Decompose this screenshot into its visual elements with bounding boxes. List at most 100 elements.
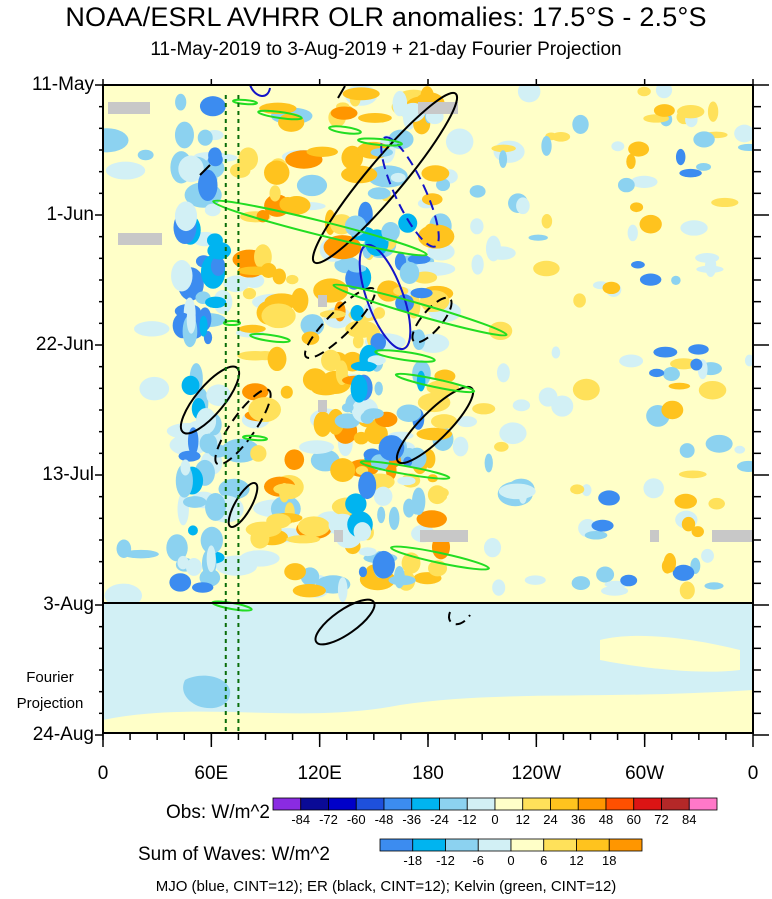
missing-data-block (650, 530, 659, 542)
anomaly-patch (591, 519, 614, 532)
x-tick-label: 60W (625, 763, 665, 784)
missing-data-block (118, 233, 162, 245)
anomaly-patch (484, 453, 493, 473)
anomaly-patch (677, 105, 705, 119)
anomaly-patch (630, 175, 658, 188)
missing-data-block (420, 530, 468, 542)
kelvin-contour (357, 137, 403, 147)
missing-data-block (108, 102, 150, 114)
anomaly-patch (245, 521, 282, 538)
anomaly-patch (261, 303, 296, 329)
anomaly-patch (242, 383, 269, 401)
anomaly-patch (279, 482, 290, 503)
anomaly-patch (238, 324, 266, 333)
projection-blue-patch (183, 675, 231, 709)
anomaly-patch (358, 471, 377, 500)
projection-yellow-band (103, 690, 753, 733)
er-contour-negative (411, 296, 453, 344)
anomaly-patch (572, 114, 589, 134)
anomaly-patch (171, 260, 193, 292)
anomaly-patch (396, 404, 422, 422)
er-contour-negative (448, 611, 471, 626)
anomaly-patch (248, 397, 282, 423)
anomaly-patch (206, 545, 216, 573)
anomaly-patch (403, 498, 415, 518)
anomaly-patch (174, 201, 198, 232)
er-contour-negative (214, 388, 272, 466)
anomaly-patch (196, 407, 217, 434)
anomaly-patch (175, 93, 187, 111)
anomaly-patch (488, 246, 516, 260)
legend-swatch (633, 797, 662, 811)
anomaly-patch (570, 484, 585, 495)
anomaly-patch (166, 534, 188, 562)
anomaly-patch (572, 378, 600, 401)
anomaly-patch (267, 346, 287, 372)
er-contour (314, 598, 376, 646)
anomaly-patch (364, 423, 388, 445)
anomaly-patch (393, 286, 409, 296)
anomaly-patch (373, 486, 393, 506)
anomaly-patch (374, 381, 383, 396)
anomaly-patch (456, 416, 478, 428)
er-contour (311, 91, 459, 265)
anomaly-patch (701, 548, 714, 563)
legend-swatch (605, 797, 635, 811)
anomaly-patch (370, 333, 387, 352)
anomaly-patch (499, 422, 527, 445)
anomaly-patch (352, 334, 364, 349)
anomaly-patch (348, 264, 367, 273)
legend-tick-label: 48 (598, 812, 614, 827)
anomaly-patch (628, 141, 650, 157)
anomaly-patch (639, 214, 662, 234)
anomaly-patch (693, 131, 715, 148)
anomaly-patch (388, 575, 416, 586)
anomaly-patch (691, 526, 704, 538)
anomaly-patch (306, 146, 338, 157)
anomaly-patch (407, 254, 431, 265)
legend-swatch (466, 797, 496, 811)
anomaly-patch (429, 487, 449, 499)
legend-tick-label: -12 (436, 853, 455, 868)
legend-tick-label: -36 (402, 812, 422, 827)
anomaly-patch (321, 349, 341, 372)
anomaly-patch (367, 187, 391, 200)
anomaly-patch (498, 483, 536, 500)
anomaly-patch (551, 346, 561, 359)
anomaly-patch (617, 177, 635, 193)
anomaly-patch (679, 168, 702, 178)
legend-tick-label: -18 (403, 853, 423, 868)
anomaly-patch (671, 275, 681, 285)
anomaly-patch (250, 445, 267, 462)
obs-legend-title: Obs: W/m^2 (166, 802, 270, 823)
anomaly-patch (551, 395, 574, 417)
anomaly-patch (470, 218, 484, 235)
anomaly-patch (518, 486, 527, 504)
legend-swatch (522, 797, 551, 811)
anomaly-patch (643, 478, 664, 499)
legend-tick-label: -60 (346, 812, 366, 827)
anomaly-patch (662, 367, 680, 382)
anomaly-patch (496, 363, 510, 383)
legend-swatch (412, 838, 446, 852)
anomaly-patch (698, 380, 727, 400)
anomaly-patch (416, 510, 447, 528)
anomaly-patch (192, 582, 214, 593)
anomaly-patch (337, 577, 348, 603)
anomaly-patch (416, 370, 426, 392)
anomaly-patch (260, 263, 277, 278)
anomaly-patch (674, 493, 697, 509)
legend-tick-label: -48 (374, 812, 394, 827)
legend-swatch (272, 797, 302, 811)
anomaly-patch (655, 85, 673, 99)
anomaly-patch (344, 215, 367, 237)
kelvin-contour (242, 434, 268, 442)
anomaly-patch (653, 346, 678, 358)
anomaly-patch (350, 361, 377, 372)
anomaly-patch (342, 87, 380, 101)
missing-data-block (334, 530, 343, 542)
anomaly-patch (350, 374, 368, 403)
kelvin-contour (332, 283, 508, 337)
anomaly-patch (377, 506, 386, 524)
legend-tick-label: 60 (626, 812, 641, 827)
